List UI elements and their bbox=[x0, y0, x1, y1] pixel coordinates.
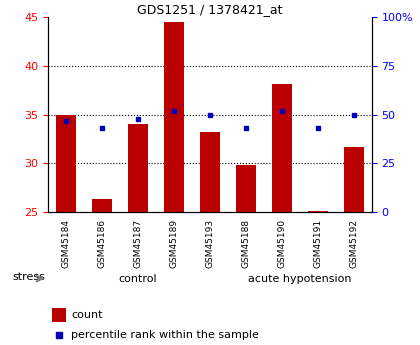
Text: stress: stress bbox=[12, 272, 45, 282]
Text: GSM45189: GSM45189 bbox=[170, 219, 178, 268]
Text: count: count bbox=[71, 310, 102, 320]
Bar bbox=[56, 115, 76, 212]
Text: GSM45191: GSM45191 bbox=[313, 219, 322, 268]
Bar bbox=[128, 125, 148, 212]
Text: GSM45188: GSM45188 bbox=[241, 219, 250, 268]
Text: GSM45187: GSM45187 bbox=[134, 219, 143, 268]
Bar bbox=[200, 132, 220, 212]
Bar bbox=[92, 198, 112, 212]
Text: GSM45184: GSM45184 bbox=[62, 219, 71, 268]
Bar bbox=[344, 147, 364, 212]
Bar bbox=[308, 211, 328, 212]
Bar bbox=[164, 22, 184, 212]
Text: acute hypotension: acute hypotension bbox=[248, 274, 352, 284]
Bar bbox=[272, 83, 292, 212]
Bar bbox=[236, 165, 256, 212]
Title: GDS1251 / 1378421_at: GDS1251 / 1378421_at bbox=[137, 3, 283, 16]
Text: percentile rank within the sample: percentile rank within the sample bbox=[71, 330, 259, 340]
Text: GSM45190: GSM45190 bbox=[277, 219, 286, 268]
Bar bbox=[52, 308, 66, 322]
Text: GSM45193: GSM45193 bbox=[205, 219, 215, 268]
Text: GSM45186: GSM45186 bbox=[98, 219, 107, 268]
Text: control: control bbox=[119, 274, 158, 284]
Text: GSM45192: GSM45192 bbox=[349, 219, 358, 268]
